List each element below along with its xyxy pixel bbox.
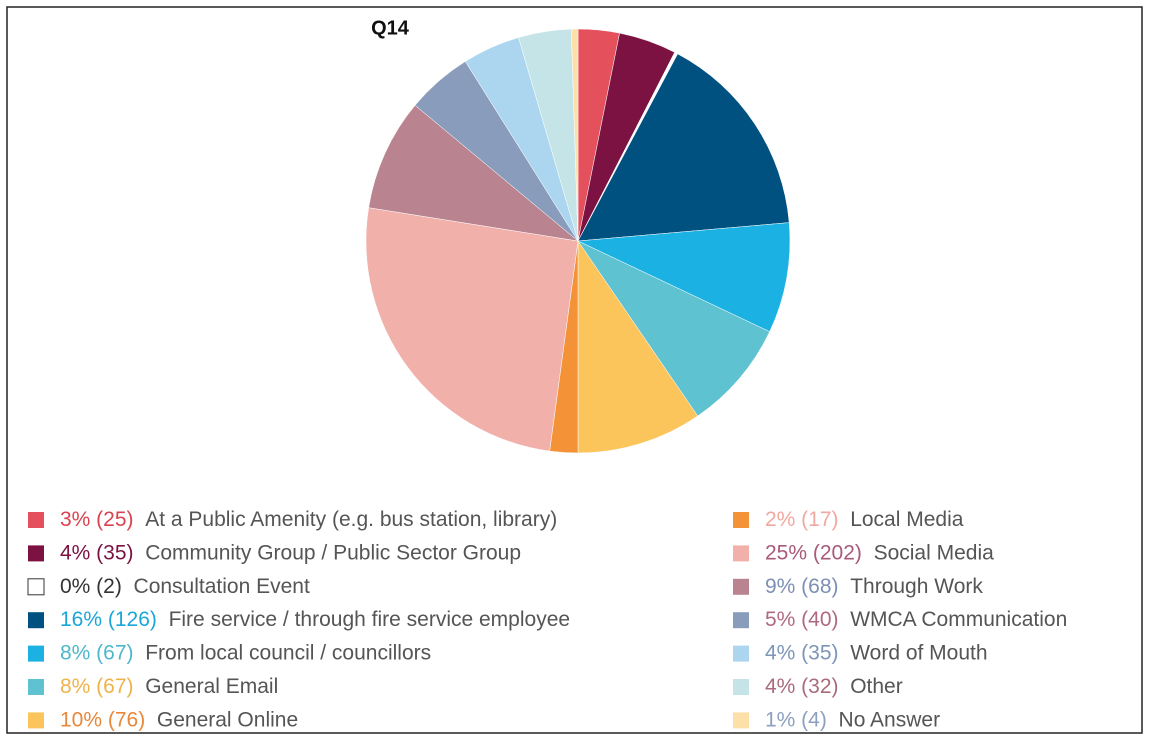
pie-slice [577, 240, 770, 417]
chart-title: Q14 [371, 17, 410, 39]
legend-gap [862, 541, 874, 564]
legend-label: Other [850, 675, 903, 698]
legend-gap [839, 508, 851, 531]
legend-swatch [733, 712, 749, 729]
legend-gap [134, 675, 146, 698]
legend-swatch [28, 612, 44, 629]
legend-label: Word of Mouth [850, 641, 987, 664]
legend-gap [134, 541, 146, 564]
legend-entry: 2% (17) Local Media [765, 508, 964, 531]
legend-label: Community Group / Public Sector Group [145, 541, 521, 564]
legend-entry: 5% (40) WMCA Communication [765, 608, 1067, 631]
legend-swatch [733, 512, 749, 528]
legend-label: Through Work [850, 574, 983, 597]
legend-swatch [28, 545, 44, 562]
legend-gap [839, 641, 851, 664]
legend-entry: 4% (35) Community Group / Public Sector … [60, 541, 521, 564]
legend-gap [134, 641, 146, 664]
legend-value: 4% (35) [60, 541, 134, 564]
legend-value: 10% (76) [60, 708, 145, 731]
pie-slice [365, 207, 579, 452]
legend-swatch [733, 679, 749, 695]
legend-swatch [27, 578, 45, 596]
legend-value: 9% (68) [765, 574, 839, 597]
legend-swatch [28, 512, 44, 528]
legend-entry: 8% (67) From local council / councillors [60, 641, 431, 664]
pie-slice [571, 28, 579, 242]
legend-value: 3% (25) [60, 508, 134, 531]
pie-slice [577, 222, 791, 333]
pie-slice [368, 104, 579, 242]
legend-entry: 8% (67) General Email [60, 675, 278, 698]
legend-value: 2% (17) [765, 508, 839, 531]
legend-swatch [28, 679, 44, 695]
legend-swatch [28, 645, 44, 662]
legend-entry: 16% (126) Fire service / through fire se… [60, 608, 570, 631]
legend-swatch [733, 645, 749, 662]
legend-entry: 4% (32) Other [765, 675, 903, 698]
legend-label: Consultation Event [134, 574, 310, 597]
legend-entry: 9% (68) Through Work [765, 574, 983, 597]
legend-label: WMCA Communication [850, 608, 1067, 631]
legend-entry: 25% (202) Social Media [765, 541, 994, 564]
legend-label: From local council / councillors [145, 641, 431, 664]
legend-swatch [733, 612, 749, 629]
legend-entry: 3% (25) At a Public Amenity (e.g. bus st… [60, 508, 557, 531]
legend-value: 1% (4) [765, 708, 827, 731]
legend-value: 8% (67) [60, 675, 134, 698]
legend-value: 5% (40) [765, 608, 839, 631]
legend-value: 0% (2) [60, 574, 122, 597]
pie-slice [577, 240, 699, 454]
legend-entry: 4% (35) Word of Mouth [765, 641, 988, 664]
legend-gap [827, 708, 839, 731]
legend-label: No Answer [839, 708, 941, 731]
legend-value: 4% (32) [765, 675, 839, 698]
legend-gap [122, 574, 134, 597]
legend-swatch [733, 578, 749, 595]
legend-entry: 0% (2) Consultation Event [60, 574, 310, 597]
legend-value: 25% (202) [765, 541, 862, 564]
pie-slice [577, 53, 790, 242]
legend-swatch [28, 712, 44, 729]
legend-entry: 1% (4) No Answer [765, 708, 940, 731]
legend-label: Fire service / through fire service empl… [169, 608, 571, 631]
legend-gap [839, 675, 851, 698]
legend-gap [157, 608, 169, 631]
legend-label: Local Media [850, 508, 964, 531]
legend-gap [145, 708, 157, 731]
legend-gap [134, 508, 146, 531]
legend-label: At a Public Amenity (e.g. bus station, l… [145, 508, 557, 531]
legend-value: 16% (126) [60, 608, 157, 631]
legend-swatch [733, 545, 749, 562]
legend-value: 4% (35) [765, 641, 839, 664]
legend-gap [839, 574, 851, 597]
legend-gap [839, 608, 851, 631]
legend-entry: 10% (76) General Online [60, 708, 298, 731]
legend-value: 8% (67) [60, 641, 134, 664]
legend-label: General Online [157, 708, 298, 731]
frame [6, 6, 1143, 734]
legend-label: General Email [145, 675, 278, 698]
legend-label: Social Media [874, 541, 995, 564]
